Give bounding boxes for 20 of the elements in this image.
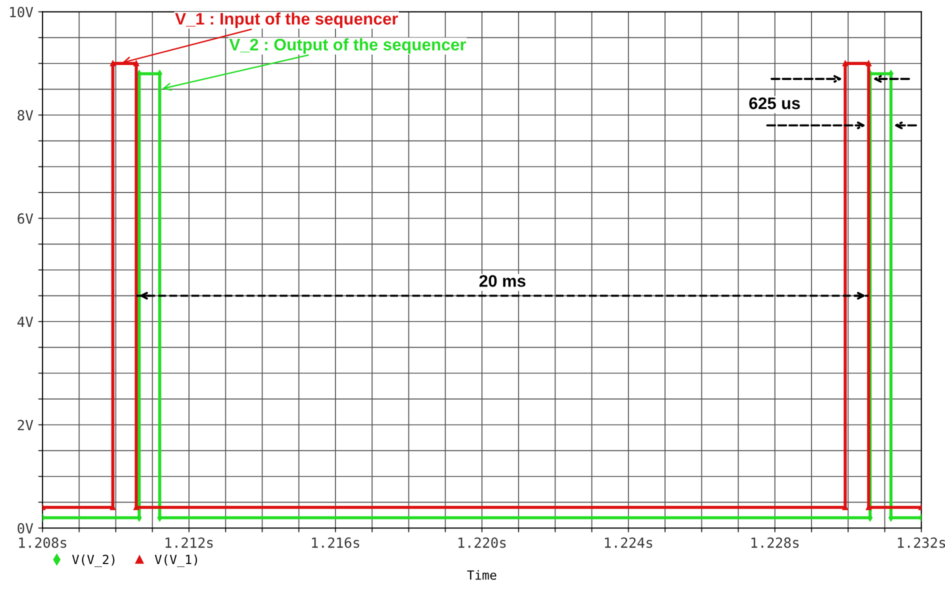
legend-label: V(V_2) [72,554,114,567]
y-tick-label: 2V [18,420,34,430]
y-tick-label: 6V [18,213,34,224]
legend-label: V(V_1) [154,554,198,567]
y-tick-label: 8V [18,110,34,121]
annotation: 625 us [749,97,800,110]
y-tick-label: 4V [17,316,34,327]
annotation: V_1 : Input of the sequencer [175,12,398,28]
annotation: V_2 : Output of the sequencer [229,38,466,54]
x-tick-label: 1.216s [312,537,360,548]
x-tick-label: 1.224s [605,537,652,548]
x-tick-label: 1.208s [19,537,66,548]
annotation: 20 ms [479,275,526,287]
x-axis-title: Time [467,570,496,580]
y-tick-label: 0V [18,523,34,534]
y-tick-label: 10V [10,6,34,18]
x-tick-label: 1.220s [458,537,506,548]
x-tick-label: 1.228s [751,537,799,548]
x-tick-label: 1.232s [898,537,945,548]
x-tick-label: 1.212s [166,537,213,548]
